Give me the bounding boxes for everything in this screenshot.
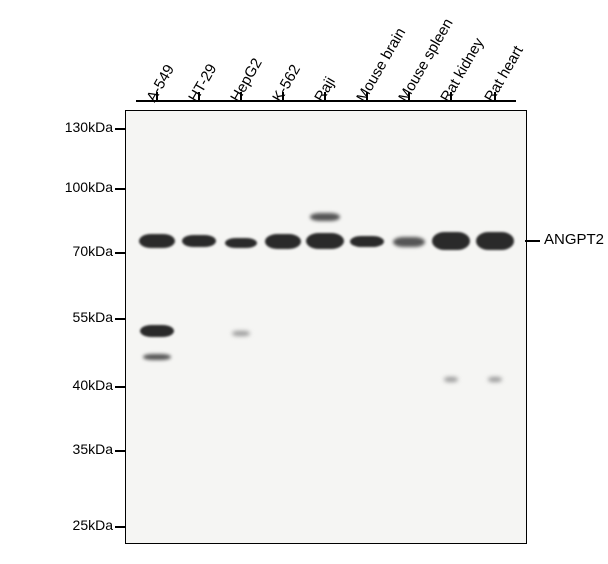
lane-label: K-562	[269, 62, 304, 105]
lane-label: Rat kidney	[437, 35, 487, 105]
band	[310, 213, 340, 221]
target-label: ANGPT2	[544, 231, 604, 248]
mw-label: 35kDa	[43, 441, 113, 457]
lane-label: Rat heart	[481, 43, 527, 105]
band	[476, 232, 514, 250]
mw-tick	[115, 318, 125, 320]
blot-membrane	[125, 110, 527, 544]
mw-label: 130kDa	[43, 119, 113, 135]
target-tick	[525, 240, 540, 242]
mw-tick	[115, 386, 125, 388]
mw-tick	[115, 252, 125, 254]
lane-label: HT-29	[185, 61, 220, 105]
mw-label: 25kDa	[43, 517, 113, 533]
mw-tick	[115, 450, 125, 452]
band	[143, 354, 171, 360]
lane-label: HepG2	[227, 55, 265, 105]
band	[182, 235, 216, 247]
mw-tick	[115, 526, 125, 528]
band	[393, 237, 425, 247]
band	[350, 236, 384, 247]
band	[444, 377, 458, 382]
western-blot-figure: 130kDa 100kDa 70kDa 55kDa 40kDa 35kDa 25kDa A-5…	[0, 0, 608, 564]
band	[306, 233, 344, 249]
mw-tick	[115, 188, 125, 190]
mw-label: 40kDa	[43, 377, 113, 393]
mw-tick	[115, 128, 125, 130]
band	[225, 238, 257, 248]
mw-label: 70kDa	[43, 243, 113, 259]
band	[139, 234, 175, 248]
mw-label: 100kDa	[43, 179, 113, 195]
band	[232, 331, 250, 336]
band	[488, 377, 502, 382]
band	[140, 325, 174, 337]
band	[432, 232, 470, 250]
band	[265, 234, 301, 249]
mw-label: 55kDa	[43, 309, 113, 325]
lane-label: A-549	[143, 62, 178, 105]
